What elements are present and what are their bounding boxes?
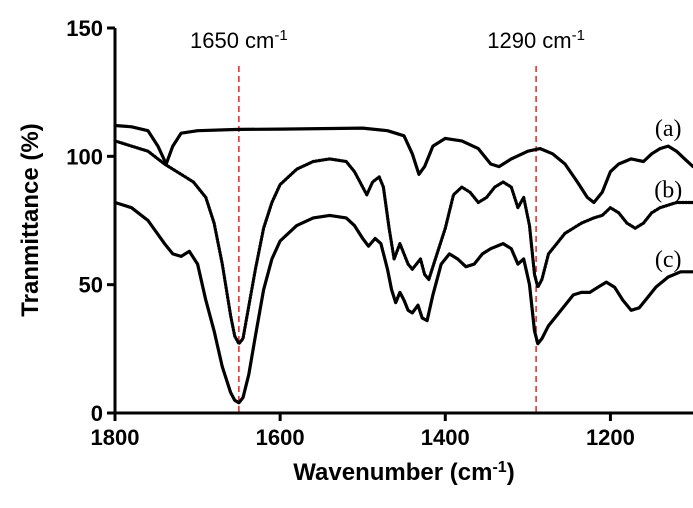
series-label-c: (c) — [655, 247, 682, 273]
x-tick-label-1800: 1800 — [91, 425, 140, 450]
y-axis-title: Tranmittance (%) — [17, 123, 44, 316]
x-tick-label-1600: 1600 — [256, 425, 305, 450]
ticks: 0 50 100 150 1800 1600 1400 1200 — [66, 16, 635, 450]
series-line-c — [113, 200, 693, 405]
y-tick-label-100: 100 — [66, 144, 103, 169]
plot-area — [238, 66, 537, 413]
x-axis-title-sup: -1 — [492, 459, 506, 476]
reference-label-1290: 1290 cm-1 — [487, 27, 585, 54]
series-line-b — [113, 139, 693, 346]
reference-label-1650: 1650 cm-1 — [190, 27, 288, 54]
labels: Tranmittance (%) Wavenumber (cm-1) 1650 … — [17, 27, 682, 487]
series-line-a — [113, 123, 693, 205]
y-tick-label-50: 50 — [79, 273, 103, 298]
x-axis-title: Wavenumber (cm-1) — [293, 459, 514, 487]
series-label-a: (a) — [655, 116, 682, 142]
series-group — [113, 123, 693, 405]
y-tick-label-0: 0 — [91, 401, 103, 426]
x-tick-label-1200: 1200 — [586, 425, 635, 450]
axes — [113, 28, 693, 415]
x-tick-label-1400: 1400 — [421, 425, 470, 450]
series-label-b: (b) — [654, 178, 682, 204]
y-tick-label-150: 150 — [66, 16, 103, 41]
